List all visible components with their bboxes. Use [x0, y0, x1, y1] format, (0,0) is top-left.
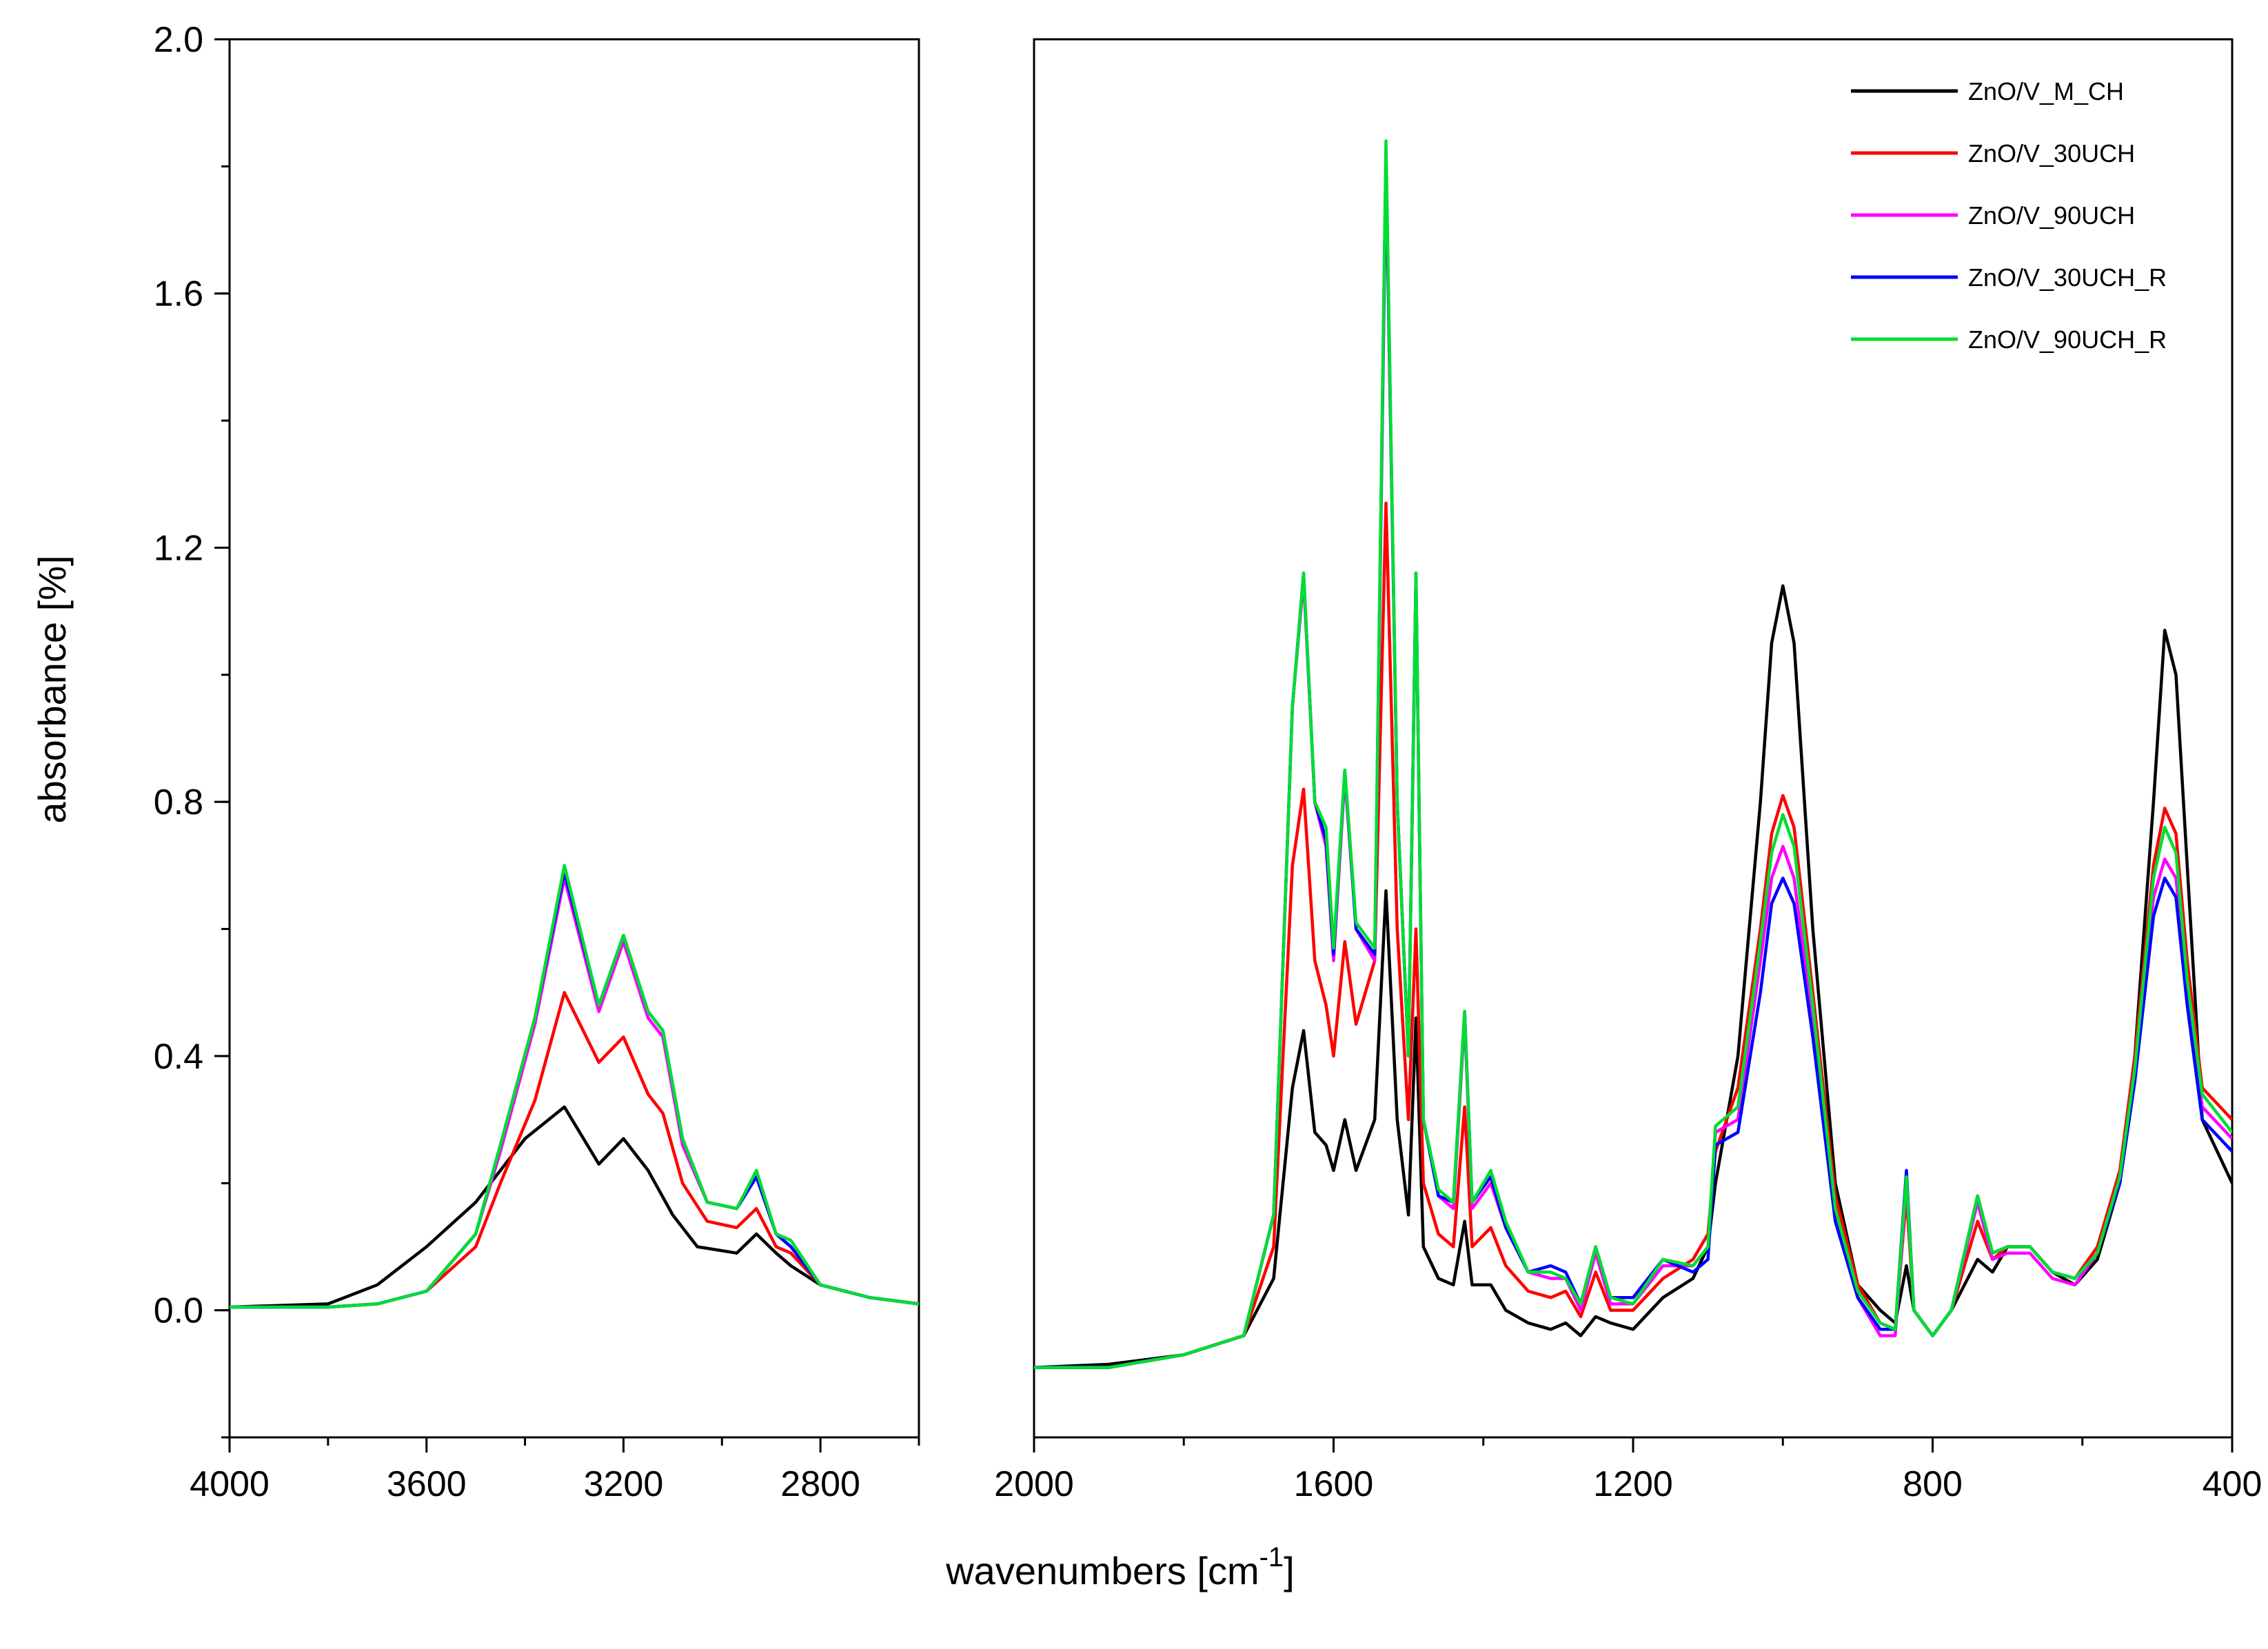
- y-tick-label: 0.4: [154, 1037, 203, 1077]
- y-tick-label: 0.0: [154, 1291, 203, 1331]
- left-series-group: [230, 864, 919, 1309]
- series-line-zno-v-90uch-r: [1034, 139, 2232, 1369]
- series-line-zno-v-m-ch: [230, 1105, 919, 1309]
- series-line-zno-v-30uch: [1034, 501, 2232, 1369]
- left-x-tick-label: 4000: [190, 1464, 270, 1504]
- series-line-zno-v-90uch-r: [230, 864, 919, 1309]
- y-tick-label: 2.0: [154, 20, 203, 60]
- right-panel: 2000 1600 1200 800 400: [994, 38, 2262, 1504]
- left-frame: [228, 38, 920, 1439]
- y-tick-label: 0.8: [154, 782, 203, 822]
- series-line-zno-v-90uch: [230, 876, 919, 1309]
- right-x-tick-label: 1600: [1294, 1464, 1374, 1504]
- series-line-zno-v-30uch: [230, 991, 919, 1309]
- x-axis-title: wavenumbers [cm-1]: [945, 1542, 1295, 1592]
- left-x-tick-label: 3200: [584, 1464, 664, 1504]
- right-x-tick-label: 400: [2203, 1464, 2262, 1504]
- y-axis-title: absorbance [%]: [30, 555, 74, 823]
- right-x-tick-label: 800: [1903, 1464, 1963, 1504]
- right-x-tick-label: 1200: [1593, 1464, 1673, 1504]
- legend-label: ZnO/V_M_CH: [1968, 77, 2124, 105]
- left-panel: 4000 3600 3200 2800 0.0 0.4 0.8 1.2 1.6 2.0: [154, 20, 920, 1504]
- legend-label: ZnO/V_90UCH: [1968, 201, 2135, 230]
- right-frame: [1033, 38, 2234, 1439]
- series-line-zno-v-m-ch: [1034, 584, 2232, 1369]
- x-axis-title-main: wavenumbers [cm: [945, 1549, 1259, 1592]
- x-axis-title-superscript: -1: [1259, 1542, 1284, 1572]
- left-x-tick-label: 2800: [780, 1464, 860, 1504]
- legend: ZnO/V_M_CH ZnO/V_30UCH ZnO/V_90UCH ZnO/V_30…: [1851, 77, 2167, 354]
- x-axis-title-suffix: ]: [1284, 1549, 1295, 1592]
- right-series-group: [1034, 139, 2232, 1369]
- left-x-tick-label: 3600: [387, 1464, 467, 1504]
- series-line-zno-v-30uch-r: [230, 870, 919, 1309]
- legend-label: ZnO/V_30UCH_R: [1968, 263, 2167, 292]
- legend-label: ZnO/V_90UCH_R: [1968, 325, 2167, 354]
- legend-label: ZnO/V_30UCH: [1968, 139, 2135, 168]
- right-x-tick-label: 2000: [994, 1464, 1074, 1504]
- y-tick-label: 1.2: [154, 528, 203, 568]
- y-tick-label: 1.6: [154, 274, 203, 314]
